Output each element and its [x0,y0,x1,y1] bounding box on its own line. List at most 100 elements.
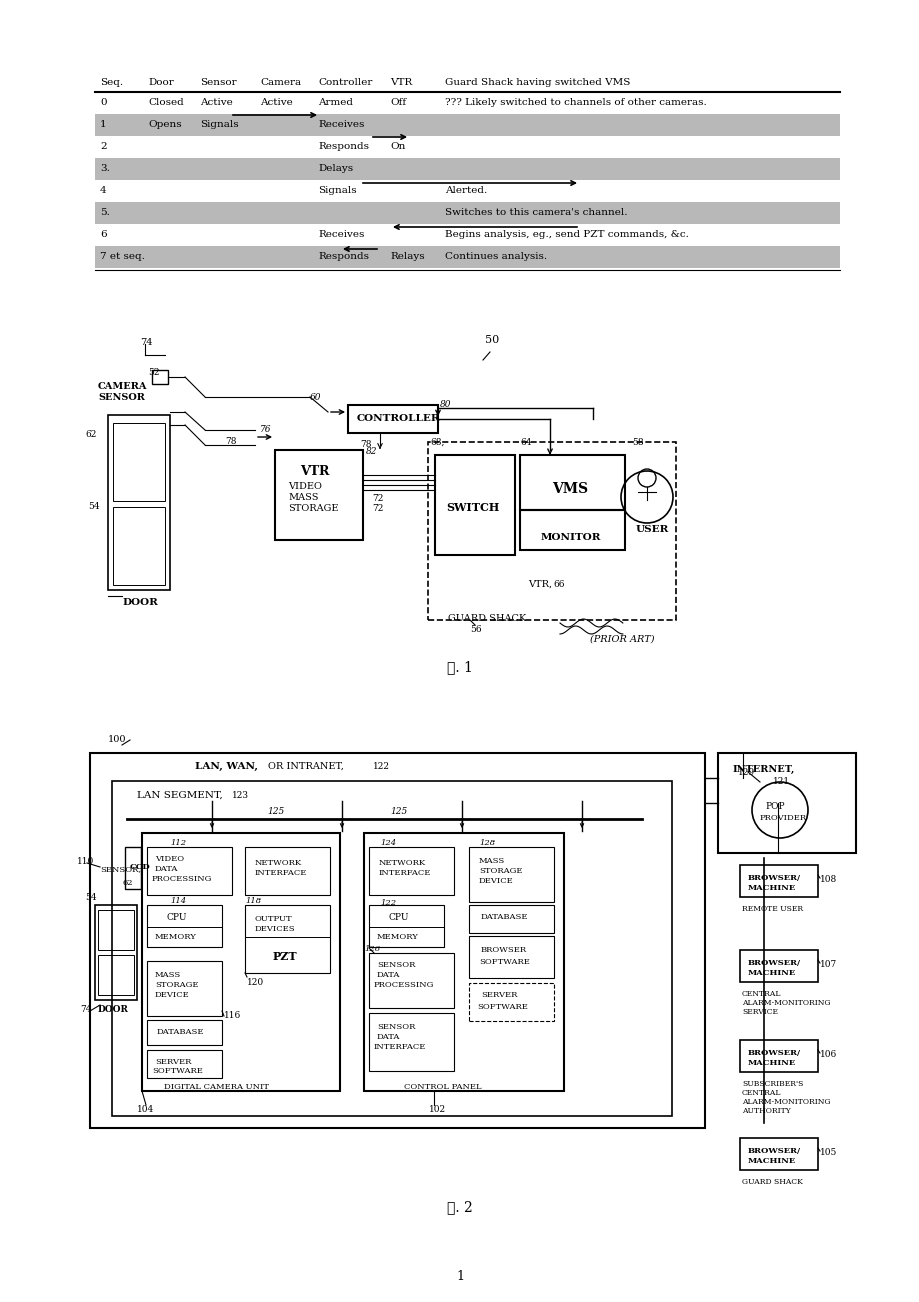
Text: 图. 1: 图. 1 [447,660,472,674]
Text: VTR: VTR [300,465,329,478]
Text: VIDEO: VIDEO [288,482,322,491]
Text: SERVICE: SERVICE [742,1008,777,1016]
Text: MACHINE: MACHINE [747,1157,795,1165]
Text: 58: 58 [631,437,643,447]
Text: NETWORK: NETWORK [379,859,425,867]
Text: 120: 120 [246,978,264,987]
Text: 54: 54 [88,503,99,510]
Bar [113,423,165,501]
Text: Closed: Closed [148,98,184,107]
Text: 图. 2: 图. 2 [447,1200,472,1213]
Bar [95,202,839,224]
Text: 74: 74 [80,1005,91,1014]
Text: STORAGE: STORAGE [479,867,522,875]
Text: GUARD SHACK: GUARD SHACK [742,1178,802,1186]
Bar [739,950,817,982]
Text: 108: 108 [819,875,836,884]
Text: DATABASE: DATABASE [481,913,528,921]
Bar [98,954,134,995]
Text: 3.: 3. [100,164,109,173]
Text: Continues analysis.: Continues analysis. [445,253,547,260]
Text: PROVIDER: PROVIDER [759,814,806,822]
Text: Sensor: Sensor [199,78,236,87]
Text: LAN SEGMENT,: LAN SEGMENT, [137,792,222,799]
Text: 74: 74 [140,339,153,348]
Bar [244,848,330,894]
Text: 104: 104 [137,1105,154,1115]
Text: BROWSER: BROWSER [481,947,527,954]
Text: 66: 66 [552,579,564,589]
Text: 1: 1 [100,120,107,129]
Text: VTR: VTR [390,78,412,87]
Text: ALARM-MONITORING: ALARM-MONITORING [742,999,830,1006]
Text: OUTPUT: OUTPUT [255,915,292,923]
Text: 121: 121 [772,777,789,786]
Text: Switches to this camera's channel.: Switches to this camera's channel. [445,208,627,217]
Text: DATA: DATA [377,1032,400,1042]
Text: Active: Active [199,98,233,107]
Text: 102: 102 [428,1105,446,1115]
Bar [147,961,221,1016]
Bar [98,910,134,950]
Bar [147,1049,221,1078]
Text: Signals: Signals [199,120,238,129]
Text: MACHINE: MACHINE [747,884,795,892]
Text: 123: 123 [232,792,249,799]
Text: PROCESSING: PROCESSING [374,980,434,990]
Text: Guard Shack having switched VMS: Guard Shack having switched VMS [445,78,630,87]
Text: DATA: DATA [154,865,178,874]
Text: 114: 114 [170,897,186,905]
Text: CONTROLLER: CONTROLLER [357,414,440,423]
Bar [108,415,170,590]
Text: SERVER: SERVER [154,1059,191,1066]
Text: Active: Active [260,98,292,107]
Text: GUARD SHACK: GUARD SHACK [448,615,526,622]
Text: USER: USER [635,525,669,534]
Text: 78: 78 [225,437,236,447]
Bar [427,441,675,620]
Text: INTERNET,: INTERNET, [732,766,795,773]
Text: DIGITAL CAMERA UNIT: DIGITAL CAMERA UNIT [164,1083,268,1091]
Bar [244,905,330,973]
Text: DATA: DATA [377,971,400,979]
Bar [739,1138,817,1170]
Text: MACHINE: MACHINE [747,1059,795,1068]
Bar [147,848,232,894]
Bar [275,450,363,540]
Text: CONTROL PANEL: CONTROL PANEL [403,1083,482,1091]
Text: INTERFACE: INTERFACE [374,1043,425,1051]
Text: 62: 62 [85,430,96,439]
Text: VTR,: VTR, [528,579,551,589]
Bar [152,370,168,384]
Text: 1: 1 [456,1269,463,1282]
Text: 68,: 68, [429,437,444,447]
Text: 2: 2 [100,142,107,151]
Text: 80: 80 [439,400,451,409]
Text: 126: 126 [364,945,380,953]
Text: Responds: Responds [318,142,369,151]
Text: 128: 128 [479,838,494,848]
Text: ALARM-MONITORING: ALARM-MONITORING [742,1098,830,1105]
Text: Begins analysis, eg., send PZT commands, &c.: Begins analysis, eg., send PZT commands,… [445,230,688,240]
Text: 7 et seq.: 7 et seq. [100,253,144,260]
Text: CPU: CPU [389,913,409,922]
Text: DOOR: DOOR [98,1005,129,1014]
Text: BROWSER/: BROWSER/ [747,874,800,881]
Text: 100: 100 [108,736,127,743]
Bar [519,510,624,549]
Text: CENTRAL: CENTRAL [742,990,780,999]
Text: SENSOR: SENSOR [377,1023,414,1031]
Text: MASS: MASS [154,971,181,979]
Text: DEVICES: DEVICES [255,924,295,934]
Text: Opens: Opens [148,120,181,129]
Text: 4: 4 [100,186,107,195]
Text: Receives: Receives [318,120,364,129]
Text: INTERFACE: INTERFACE [379,868,431,878]
Text: 124: 124 [380,838,396,848]
Text: DEVICE: DEVICE [154,991,189,999]
Bar [347,405,437,434]
Bar [369,953,453,1008]
Text: MASS: MASS [288,493,318,503]
Text: ??? Likely switched to channels of other cameras.: ??? Likely switched to channels of other… [445,98,706,107]
Text: Armed: Armed [318,98,353,107]
